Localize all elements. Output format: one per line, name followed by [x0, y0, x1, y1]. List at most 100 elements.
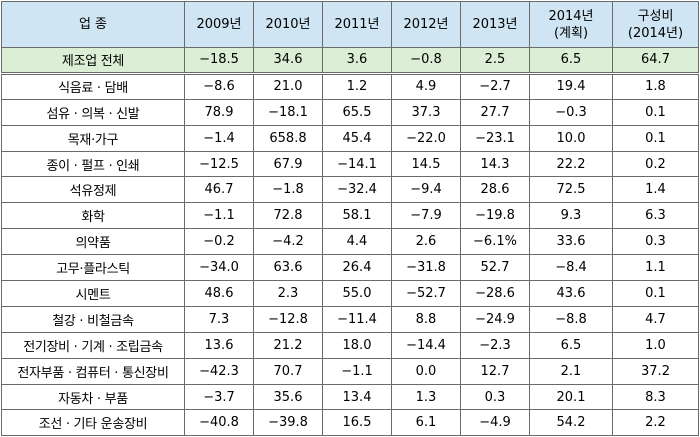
table-row: 시멘트 48.6 2.3 55.0 −52.7 −28.6 43.6 0.1	[1, 280, 699, 307]
value-cell: 2.1	[529, 357, 613, 385]
value-cell: −11.4	[322, 305, 392, 333]
value-cell: −7.9	[391, 202, 461, 230]
value-cell: 0.2	[612, 150, 699, 178]
row-name: 시멘트	[1, 280, 185, 307]
value-cell: 37.2	[612, 357, 699, 385]
header-2013: 2013년	[460, 1, 530, 48]
header-2014-year: 2014년	[548, 8, 594, 24]
row-name: 목재·가구	[1, 124, 185, 152]
value-cell: −4.9	[460, 409, 530, 437]
value-cell: 14.5	[391, 150, 461, 178]
value-cell: −12.8	[253, 305, 323, 333]
table-row: 식음료 · 담배 −8.6 21.0 1.2 4.9 −2.7 19.4 1.8	[1, 72, 699, 100]
value-cell: 18.0	[322, 331, 392, 359]
row-name: 제조업 전체	[1, 47, 185, 75]
row-name: 조선 · 기타 운송장비	[1, 409, 185, 437]
value-cell: 4.4	[322, 228, 392, 256]
header-2009: 2009년	[184, 1, 254, 48]
row-name: 고무·플라스틱	[1, 254, 185, 282]
value-cell: 43.6	[529, 280, 613, 307]
value-cell: 2.6	[391, 228, 461, 256]
row-name: 자동차 · 부품	[1, 383, 185, 411]
value-cell: 9.3	[529, 202, 613, 230]
value-cell: −8.4	[529, 254, 613, 282]
value-cell: −39.8	[253, 409, 323, 437]
value-cell: −22.0	[391, 124, 461, 152]
row-name: 종이 · 펄프 · 인쇄	[1, 150, 185, 178]
value-cell: −3.7	[184, 383, 254, 411]
value-cell: 8.8	[391, 305, 461, 333]
value-cell: 16.5	[322, 409, 392, 437]
header-2010: 2010년	[253, 1, 323, 48]
value-cell: 2.5	[460, 47, 530, 75]
value-cell: 63.6	[253, 254, 323, 282]
value-cell: 13.4	[322, 383, 392, 411]
value-cell: 0.1	[612, 124, 699, 152]
value-cell: 7.3	[184, 305, 254, 333]
row-name: 의약품	[1, 228, 185, 256]
header-2014-plan-note: (계획)	[553, 25, 589, 41]
row-name: 전자부품 · 컴퓨터 · 통신장비	[1, 357, 185, 385]
value-cell: 6.1	[391, 409, 461, 437]
value-cell: 46.7	[184, 176, 254, 204]
value-cell: 1.8	[612, 72, 699, 100]
header-share-label: 구성비	[637, 8, 674, 24]
value-cell: 28.6	[460, 176, 530, 204]
value-cell: −9.4	[391, 176, 461, 204]
value-cell: −0.2	[184, 228, 254, 256]
value-cell: 13.6	[184, 331, 254, 359]
value-cell: 20.1	[529, 383, 613, 411]
value-cell: 65.5	[322, 98, 392, 126]
value-cell: −2.3	[460, 331, 530, 359]
value-cell: −32.4	[322, 176, 392, 204]
value-cell: −8.6	[184, 72, 254, 100]
value-cell: −1.4	[184, 124, 254, 152]
value-cell: −31.8	[391, 254, 461, 282]
value-cell: 14.3	[460, 150, 530, 178]
value-cell: 48.6	[184, 280, 254, 307]
value-cell: −4.2	[253, 228, 323, 256]
value-cell: 1.3	[391, 383, 461, 411]
table-row: 조선 · 기타 운송장비 −40.8 −39.8 16.5 6.1 −4.9 54.2 2.2	[1, 409, 699, 437]
value-cell: 0.1	[612, 98, 699, 126]
value-cell: 0.3	[460, 383, 530, 411]
value-cell: −1.1	[184, 202, 254, 230]
value-cell: 67.9	[253, 150, 323, 178]
value-cell: 64.7	[612, 47, 699, 75]
value-cell: −1.1	[322, 357, 392, 385]
value-cell: 19.4	[529, 72, 613, 100]
value-cell: 2.2	[612, 409, 699, 437]
table-row: 철강 · 비철금속 7.3 −12.8 −11.4 8.8 −24.9 −8.8 4.7	[1, 305, 699, 333]
value-cell: 6.5	[529, 331, 613, 359]
header-2012: 2012년	[391, 1, 461, 48]
value-cell: −6.1%	[460, 228, 530, 256]
table-row: 자동차 · 부품 −3.7 35.6 13.4 1.3 0.3 20.1 8.3	[1, 383, 699, 411]
value-cell: −52.7	[391, 280, 461, 307]
table-row: 전자부품 · 컴퓨터 · 통신장비 −42.3 70.7 −1.1 0.0 12.7 2.1…	[1, 357, 699, 385]
header-2011: 2011년	[322, 1, 392, 48]
value-cell: 35.6	[253, 383, 323, 411]
value-cell: 0.1	[612, 280, 699, 307]
table-row: 화학 −1.1 72.8 58.1 −7.9 −19.8 9.3 6.3	[1, 202, 699, 230]
header-row: 업 종 2009년 2010년 2011년 2012년 2013년 2014년 …	[1, 1, 699, 48]
value-cell: −40.8	[184, 409, 254, 437]
value-cell: 0.3	[612, 228, 699, 256]
value-cell: 12.7	[460, 357, 530, 385]
row-name: 식음료 · 담배	[1, 72, 185, 100]
value-cell: −0.3	[529, 98, 613, 126]
table-row: 섬유 · 의복 · 신발 78.9 −18.1 65.5 37.3 27.7 −0.3 0.1	[1, 98, 699, 126]
total-row: 제조업 전체 −18.5 34.6 3.6 −0.8 2.5 6.5 64.7	[1, 47, 699, 75]
header-2014-plan: 2014년 (계획)	[529, 1, 613, 48]
value-cell: −14.4	[391, 331, 461, 359]
table-row: 전기장비 · 기계 · 조립금속 13.6 21.2 18.0 −14.4 −2.3 6.5…	[1, 331, 699, 359]
header-industry: 업 종	[1, 1, 185, 48]
value-cell: 1.0	[612, 331, 699, 359]
value-cell: 8.3	[612, 383, 699, 411]
row-name: 섬유 · 의복 · 신발	[1, 98, 185, 126]
value-cell: 33.6	[529, 228, 613, 256]
value-cell: 3.6	[322, 47, 392, 75]
value-cell: 78.9	[184, 98, 254, 126]
value-cell: −2.7	[460, 72, 530, 100]
value-cell: 55.0	[322, 280, 392, 307]
